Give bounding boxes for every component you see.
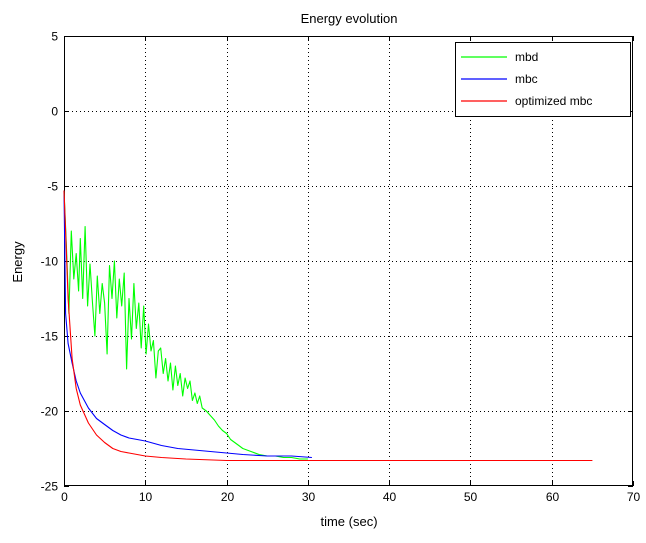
x-tick-label: 50: [464, 490, 478, 504]
x-tick-label: 40: [383, 490, 397, 504]
x-tick-label: 60: [546, 490, 560, 504]
x-tick-label: 30: [302, 490, 316, 504]
legend-label: optimized mbc: [515, 94, 592, 108]
x-tick-label: 20: [221, 490, 235, 504]
x-tick-label: 70: [627, 490, 641, 504]
y-tick-label: 5: [51, 30, 58, 44]
series-line-mbd: [63, 190, 308, 460]
legend-label: mbc: [515, 72, 538, 86]
x-tick-label: 0: [61, 490, 68, 504]
y-tick-label: -20: [41, 405, 59, 419]
y-tick-label: 0: [51, 105, 58, 119]
y-tick-label: -15: [41, 330, 59, 344]
y-tick-label: -10: [41, 255, 59, 269]
y-axis-label: Energy: [10, 241, 25, 283]
series-line-optimized-mbc: [63, 190, 593, 462]
y-tick-label: -25: [41, 480, 59, 494]
chart-title: Energy evolution: [301, 11, 398, 26]
y-tick-label: -5: [47, 180, 58, 194]
series-group: [63, 190, 593, 462]
legend-label: mbd: [515, 50, 538, 64]
legend: mbd mbc optimized mbc: [455, 42, 631, 117]
x-axis-label: time (sec): [320, 514, 377, 529]
x-tick-label: 10: [139, 490, 153, 504]
